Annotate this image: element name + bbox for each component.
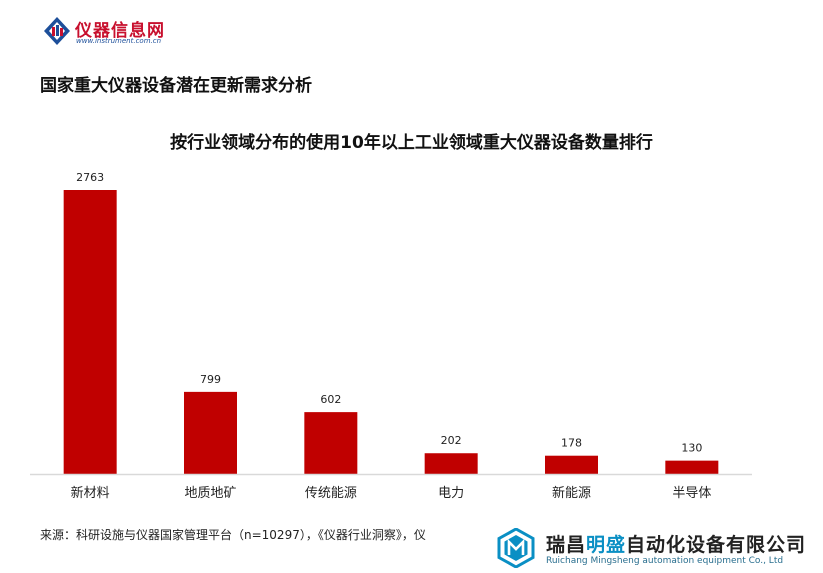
category-label-3: 传统能源 [305, 486, 357, 501]
logo-url: www.instrument.com.cn [76, 37, 162, 45]
category-label-5: 新能源 [552, 485, 591, 501]
company-logo-icon [497, 528, 535, 568]
data-label-3: 602 [320, 393, 341, 406]
instrument-logo-icon [44, 17, 70, 45]
data-label-5: 178 [561, 437, 582, 450]
bar-5 [545, 455, 598, 474]
category-label-6: 半导体 [672, 486, 711, 501]
company-name: 瑞昌明盛自动化设备有限公司 [546, 534, 807, 556]
page-title: 国家重大仪器设备潜在更新需求分析 [40, 76, 312, 96]
logo-name: 仪器信息网 [75, 21, 165, 41]
category-label-1: 新材料 [71, 485, 110, 501]
bar-2 [184, 391, 237, 474]
category-label-2: 地质地矿 [184, 486, 236, 501]
bar-chart: 2763 新材料 799 地质地矿 602 传统能源 202 电力 178 新能源 130 半导体 [30, 171, 752, 501]
company-english-name: Ruichang Mingsheng automation equipment … [546, 556, 784, 566]
category-label-4: 电力 [438, 486, 464, 501]
bar-4 [424, 453, 478, 474]
data-label-1: 2763 [76, 171, 104, 184]
data-label-6: 130 [681, 442, 702, 455]
data-label-4: 202 [441, 434, 462, 447]
site-logo[interactable]: 仪器信息网 www.instrument.com.cn [42, 14, 182, 48]
company-watermark: 瑞昌明盛自动化设备有限公司 Ruichang Mingsheng automat… [496, 526, 823, 572]
bar-1 [63, 190, 117, 474]
bar-3 [304, 412, 358, 474]
bar-6 [665, 460, 719, 474]
source-note: 来源：科研设施与仪器国家管理平台（n=10297），《仪器行业洞察》，仪 [40, 528, 426, 542]
chart-title: 按行业领域分布的使用10年以上工业领域重大仪器设备数量排行 [170, 133, 653, 153]
data-label-2: 799 [200, 373, 221, 386]
